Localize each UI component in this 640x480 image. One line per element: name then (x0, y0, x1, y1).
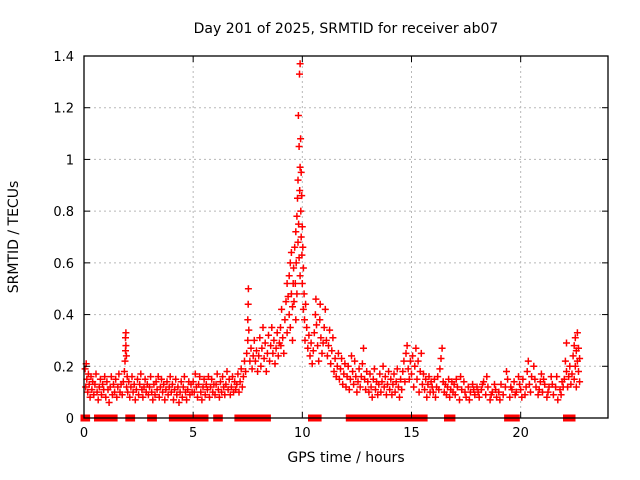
y-tick-label: 0.4 (53, 309, 74, 324)
y-tick-label: 1.2 (53, 102, 74, 117)
y-tick-label: 1 (66, 153, 74, 168)
y-tick-label: 0.2 (53, 360, 74, 375)
y-tick-label: 0 (66, 412, 74, 427)
data-points (81, 60, 584, 406)
plot-frame (83, 55, 609, 419)
y-tick-label: 1.4 (53, 50, 74, 65)
x-tick-label: 0 (80, 426, 88, 441)
y-tick-label: 0.8 (53, 205, 74, 220)
x-axis-label: GPS time / hours (287, 450, 404, 466)
x-tick-label: 5 (189, 426, 197, 441)
chart-title: Day 201 of 2025, SRMTID for receiver ab0… (194, 21, 499, 37)
y-axis-label: SRMTID / TECUs (6, 181, 22, 294)
x-tick-label: 15 (403, 426, 420, 441)
x-tick-label: 10 (294, 426, 311, 441)
x-tick-label: 20 (512, 426, 529, 441)
y-tick-label: 0.6 (53, 257, 74, 272)
tick-labels: 0 5 10 15 20 0 0.2 0.4 0.6 0.8 1 1.2 1.4 (53, 50, 529, 441)
srmtid-plus-markers (81, 60, 584, 406)
plot-border (83, 55, 609, 419)
